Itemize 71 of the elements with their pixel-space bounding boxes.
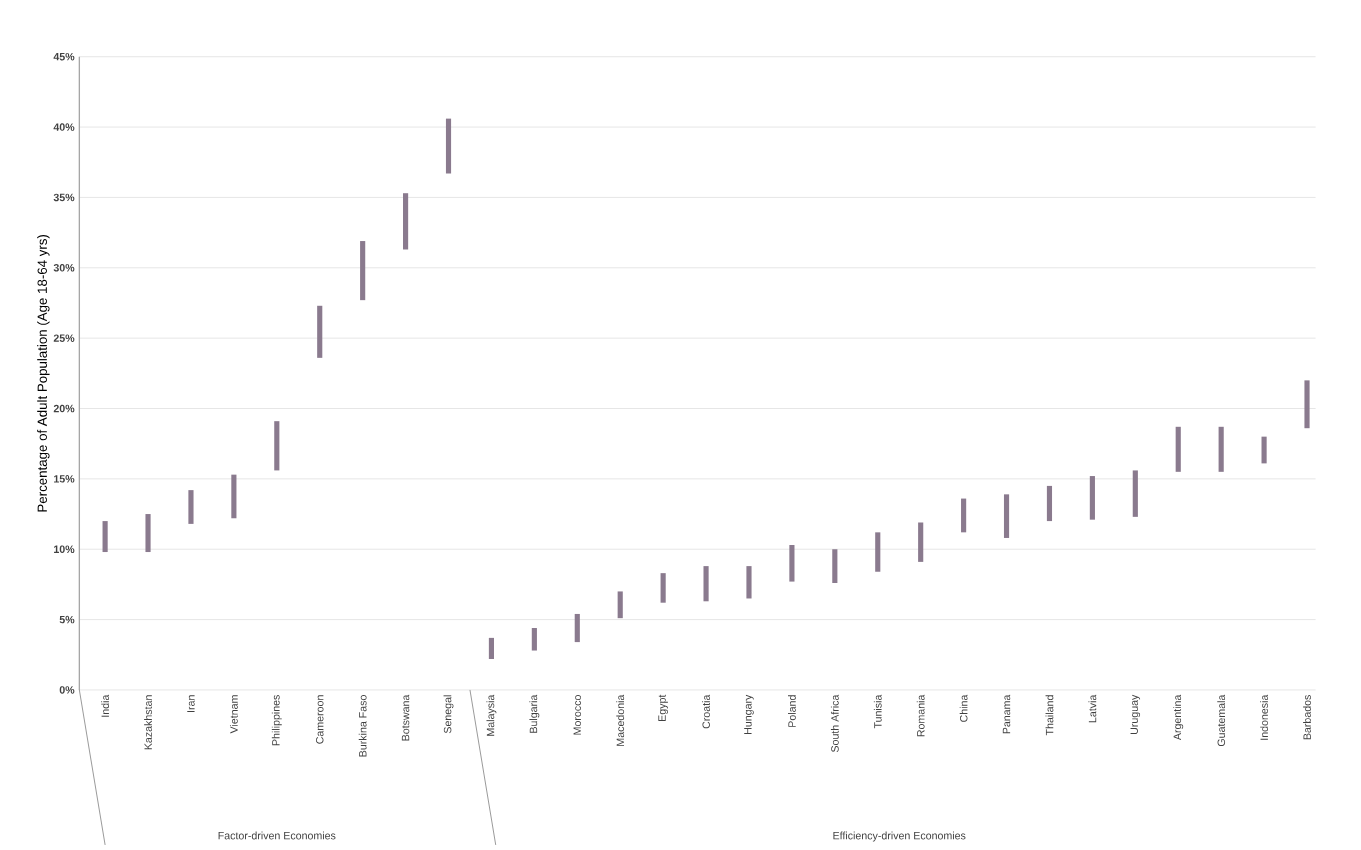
y-tick-label: 10% <box>54 545 75 554</box>
x-tick-label: Botswana <box>401 694 410 741</box>
bar <box>317 305 323 358</box>
bar <box>1003 494 1010 539</box>
y-tick-label: 5% <box>59 615 75 624</box>
y-tick-label: 25% <box>53 334 75 342</box>
bar <box>961 498 967 533</box>
y-axis-title: Percentage of Adult Population (Age 18-64 yrs) <box>37 235 50 512</box>
y-tick-label: 0% <box>59 686 75 694</box>
x-tick-label: Romania <box>916 694 925 737</box>
x-tick-label: Kazakhstan <box>144 695 152 750</box>
bar <box>789 545 795 582</box>
y-tick-label: 45% <box>53 53 75 61</box>
bar <box>145 514 151 553</box>
bar <box>1132 470 1138 517</box>
x-tick-label: Burkina Faso <box>358 695 367 757</box>
bar <box>660 573 666 603</box>
x-tick-label: Poland <box>788 695 796 727</box>
x-tick-label: Latvia <box>1088 694 1097 723</box>
bar <box>403 193 409 250</box>
x-tick-label: Croatia <box>702 694 710 729</box>
bar <box>574 614 580 643</box>
bar <box>488 637 495 660</box>
x-tick-label: Iran <box>187 695 195 713</box>
bar <box>1304 380 1310 429</box>
bar <box>703 566 709 602</box>
x-tick-label: Morocco <box>573 695 581 735</box>
x-tick-label: Tunisia <box>873 694 882 729</box>
x-tick-label: China <box>959 694 968 722</box>
x-tick-label: Cameroon <box>315 695 324 744</box>
x-tick-label: Philippines <box>271 695 282 746</box>
bar <box>832 549 838 584</box>
bar <box>617 591 623 619</box>
bar <box>1046 485 1053 522</box>
bar <box>1218 426 1224 472</box>
y-tick-label: 40% <box>53 123 75 131</box>
bar <box>1089 476 1095 520</box>
bar <box>875 532 881 572</box>
text: Factor-driven Economies <box>218 831 336 840</box>
bar <box>231 474 237 519</box>
x-tick-label: Thailand <box>1045 695 1054 736</box>
x-tick-label: Guatemala <box>1217 694 1226 747</box>
x-tick-label: Hungary <box>744 694 754 734</box>
x-tick-label: Argentina <box>1173 694 1184 741</box>
x-tick-label: Senegal <box>443 695 454 734</box>
y-tick-label: 35% <box>53 193 75 202</box>
bar <box>1175 426 1181 472</box>
bar <box>445 118 452 174</box>
x-tick-label: Vietnam <box>229 695 238 734</box>
text: Efficiency-driven Economies <box>833 831 966 842</box>
y-tick-label: 30% <box>53 264 75 272</box>
x-tick-label: Malaysia <box>486 694 497 736</box>
bar <box>102 521 108 553</box>
bar <box>918 522 924 562</box>
bar <box>360 241 366 301</box>
x-tick-label: Egypt <box>658 694 668 722</box>
bar <box>274 421 280 471</box>
bar <box>188 490 194 524</box>
x-tick-label: India <box>101 694 110 717</box>
bar <box>531 628 537 651</box>
x-tick-label: Bulgaria <box>529 694 540 733</box>
y-tick-label: 20% <box>53 404 75 413</box>
x-tick-label: Panama <box>1002 694 1011 734</box>
x-tick-label: Macedonia <box>616 694 625 746</box>
bar <box>1261 436 1267 464</box>
x-tick-label: Barbados <box>1303 695 1311 740</box>
x-tick-label: South Africa <box>830 694 839 753</box>
y-tick-label: 15% <box>54 475 75 483</box>
x-tick-label: Indonesia <box>1260 694 1268 740</box>
x-tick-label: Uruguay <box>1130 694 1141 735</box>
bar <box>746 566 752 599</box>
